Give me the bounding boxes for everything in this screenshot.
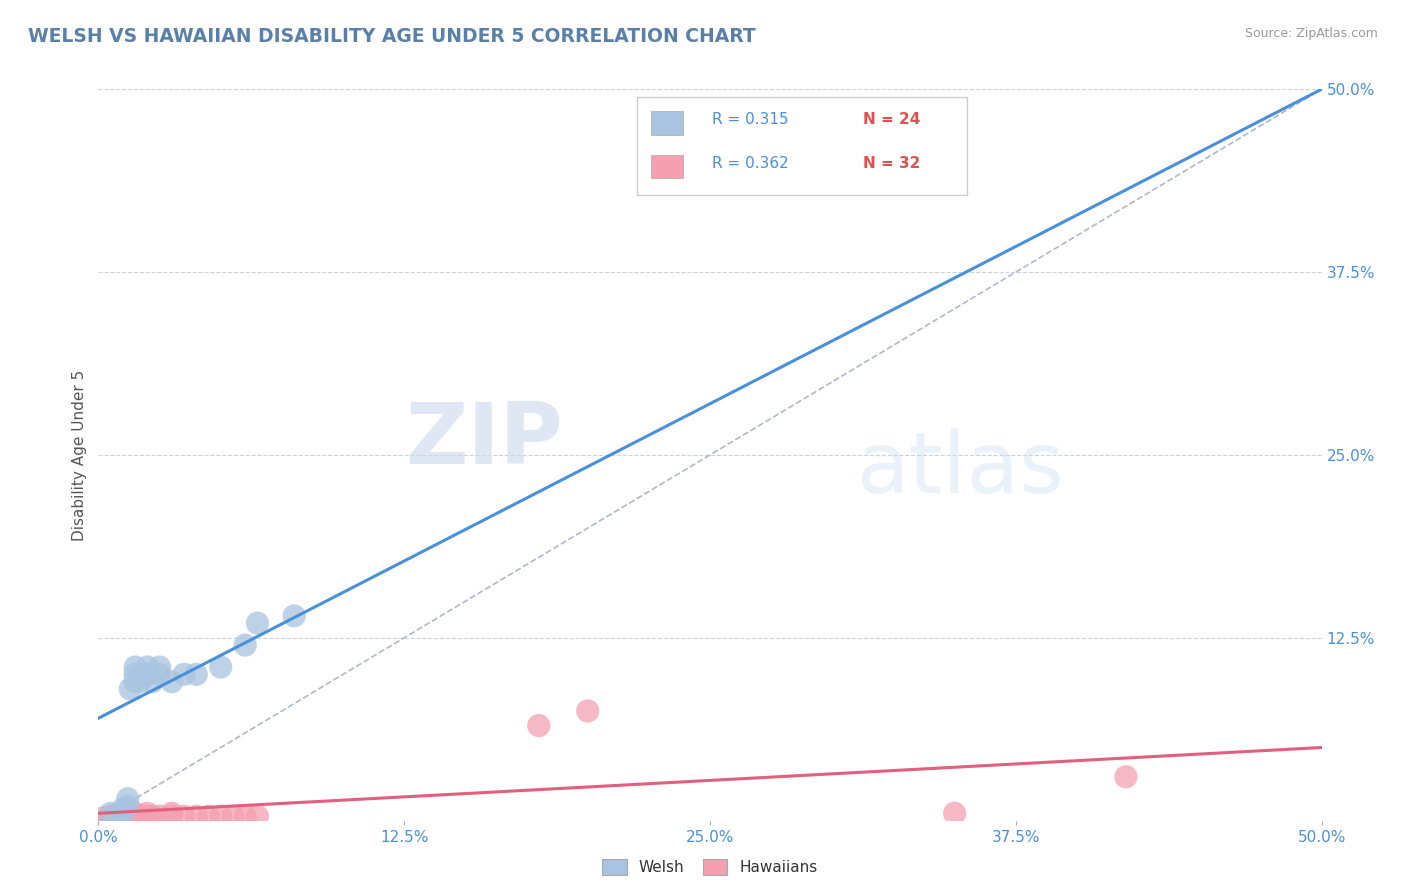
Text: Source: ZipAtlas.com: Source: ZipAtlas.com bbox=[1244, 27, 1378, 40]
Point bbox=[124, 667, 146, 681]
Point bbox=[111, 806, 134, 821]
Text: R = 0.315: R = 0.315 bbox=[713, 112, 789, 128]
Point bbox=[110, 809, 132, 823]
Point bbox=[124, 674, 146, 689]
Point bbox=[136, 809, 159, 823]
Point bbox=[1115, 770, 1137, 784]
Text: atlas: atlas bbox=[856, 428, 1064, 511]
Point bbox=[111, 811, 134, 825]
Point bbox=[107, 811, 129, 825]
Point bbox=[117, 791, 139, 805]
Legend: Welsh, Hawaiians: Welsh, Hawaiians bbox=[595, 851, 825, 882]
Point bbox=[104, 809, 127, 823]
Point bbox=[136, 806, 159, 821]
Point bbox=[124, 809, 146, 823]
Point bbox=[91, 811, 114, 825]
Point bbox=[129, 809, 152, 823]
Point bbox=[160, 809, 183, 823]
Point bbox=[100, 806, 122, 821]
Point bbox=[209, 809, 232, 823]
Point bbox=[173, 667, 195, 681]
Point bbox=[246, 616, 269, 631]
Point bbox=[527, 718, 550, 732]
Point bbox=[131, 667, 153, 681]
Point bbox=[233, 809, 256, 823]
Point bbox=[131, 811, 153, 825]
FancyBboxPatch shape bbox=[651, 155, 683, 178]
Text: ZIP: ZIP bbox=[405, 399, 564, 482]
FancyBboxPatch shape bbox=[637, 96, 967, 195]
Point bbox=[209, 660, 232, 674]
Point bbox=[160, 806, 183, 821]
Point bbox=[136, 660, 159, 674]
Y-axis label: Disability Age Under 5: Disability Age Under 5 bbox=[72, 369, 87, 541]
Point bbox=[149, 660, 172, 674]
Text: R = 0.362: R = 0.362 bbox=[713, 156, 789, 171]
Point bbox=[576, 704, 599, 718]
Point bbox=[111, 806, 134, 821]
Point bbox=[101, 811, 124, 825]
Point bbox=[97, 811, 120, 825]
Point bbox=[129, 674, 152, 689]
Point bbox=[283, 608, 305, 623]
Point bbox=[100, 809, 122, 823]
FancyBboxPatch shape bbox=[651, 112, 683, 135]
Point bbox=[246, 809, 269, 823]
Point bbox=[141, 809, 163, 823]
Point bbox=[149, 667, 172, 681]
Point bbox=[117, 799, 139, 814]
Point bbox=[111, 802, 134, 816]
Point bbox=[149, 809, 172, 823]
Point bbox=[136, 667, 159, 681]
Point bbox=[107, 806, 129, 821]
Text: N = 32: N = 32 bbox=[863, 156, 921, 171]
Point bbox=[124, 660, 146, 674]
Point bbox=[943, 806, 966, 821]
Point bbox=[120, 811, 142, 825]
Point bbox=[186, 667, 208, 681]
Point bbox=[186, 809, 208, 823]
Point bbox=[141, 674, 163, 689]
Point bbox=[197, 809, 219, 823]
Point bbox=[173, 809, 195, 823]
Point bbox=[233, 638, 256, 652]
Point bbox=[160, 674, 183, 689]
Point bbox=[222, 809, 245, 823]
Point bbox=[117, 809, 139, 823]
Text: N = 24: N = 24 bbox=[863, 112, 921, 128]
Point bbox=[120, 681, 142, 696]
Text: WELSH VS HAWAIIAN DISABILITY AGE UNDER 5 CORRELATION CHART: WELSH VS HAWAIIAN DISABILITY AGE UNDER 5… bbox=[28, 27, 756, 45]
Point bbox=[124, 806, 146, 821]
